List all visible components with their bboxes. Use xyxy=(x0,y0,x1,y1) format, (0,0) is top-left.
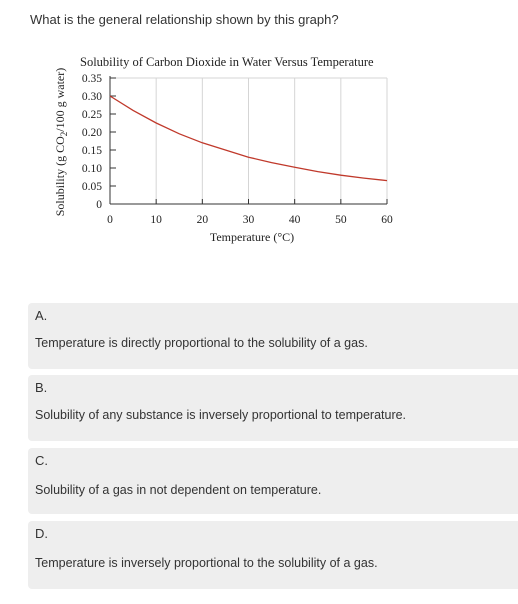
chart-title: Solubility of Carbon Dioxide in Water Ve… xyxy=(80,55,374,69)
option-b-letter: B. xyxy=(35,380,48,395)
chart-grid xyxy=(110,77,388,204)
chart-y-axis-label: Solubility (g CO2/100 g water) xyxy=(53,68,69,217)
solubility-chart: Solubility of Carbon Dioxide in Water Ve… xyxy=(0,0,518,300)
y-tick-label: 0.10 xyxy=(82,163,102,175)
x-tick-label: 0 xyxy=(107,214,113,226)
option-c[interactable]: C. Solubility of a gas in not dependent … xyxy=(28,448,518,514)
y-tick-label: 0.05 xyxy=(82,181,102,193)
x-tick-label: 60 xyxy=(381,214,393,226)
y-tick-label: 0.20 xyxy=(82,127,102,139)
chart-ticks: 0 0.05 0.10 0.15 0.20 0.25 0.30 0.35 0 10 20 30 40 50… xyxy=(82,73,393,226)
series-line xyxy=(109,95,388,182)
option-b[interactable]: B. Solubility of any substance is invers… xyxy=(28,375,518,441)
chart-series xyxy=(109,95,388,182)
chart-svg: Solubility of Carbon Dioxide in Water Ve… xyxy=(53,55,393,244)
y-tick-label: 0 xyxy=(96,199,102,211)
y-tick-label: 0.15 xyxy=(82,145,102,157)
x-tick-label: 50 xyxy=(335,214,347,226)
option-c-text: Solubility of a gas in not dependent on … xyxy=(35,483,322,497)
x-tick-label: 30 xyxy=(243,214,255,226)
y-tick-label: 0.35 xyxy=(82,73,102,85)
question-text: What is the general relationship shown b… xyxy=(30,12,339,27)
option-d[interactable]: D. Temperature is inversely proportional… xyxy=(28,521,518,589)
option-d-text: Temperature is inversely proportional to… xyxy=(35,556,378,570)
x-tick-label: 40 xyxy=(289,214,301,226)
chart-x-axis-label: Temperature (°C) xyxy=(210,230,294,244)
x-tick-label: 20 xyxy=(197,214,209,226)
option-d-letter: D. xyxy=(35,526,48,541)
option-c-letter: C. xyxy=(35,453,48,468)
y-tick-label: 0.30 xyxy=(82,91,102,103)
option-b-text: Solubility of any substance is inversely… xyxy=(35,408,407,422)
option-a[interactable]: A. Temperature is directly proportional … xyxy=(28,303,518,369)
option-a-text: Temperature is directly proportional to … xyxy=(35,336,368,350)
x-tick-label: 10 xyxy=(150,214,162,226)
option-a-letter: A. xyxy=(35,308,48,323)
y-tick-label: 0.25 xyxy=(82,109,102,121)
